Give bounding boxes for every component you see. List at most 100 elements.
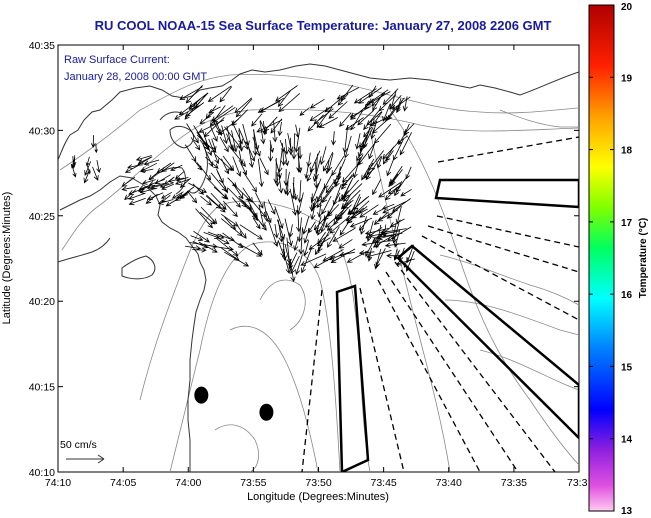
- current-vector: [83, 169, 91, 184]
- current-vector: [396, 99, 403, 114]
- current-vector: [368, 89, 389, 104]
- current-vector: [257, 158, 264, 188]
- current-vector: [184, 144, 197, 163]
- current-vector: [296, 192, 304, 216]
- current-vector: [235, 98, 253, 118]
- x-tick-label: 73:35: [501, 477, 527, 489]
- current-vector: [289, 188, 298, 216]
- current-vector: [140, 162, 157, 172]
- current-vector: [221, 218, 243, 237]
- map-layer: [58, 63, 579, 472]
- y-tick-label: 40:15: [29, 382, 55, 394]
- current-vector: [196, 131, 209, 150]
- y-tick-label: 40:35: [29, 40, 55, 52]
- current-vector: [221, 158, 230, 175]
- current-vector: [405, 166, 412, 180]
- current-vector: [189, 92, 209, 108]
- current-vector: [124, 164, 141, 173]
- current-vector: [161, 191, 173, 199]
- current-vector: [310, 178, 322, 203]
- current-vector: [84, 161, 92, 176]
- current-vector: [198, 241, 218, 253]
- current-vector: [150, 184, 164, 190]
- current-vector: [231, 120, 243, 145]
- current-vector: [331, 155, 345, 177]
- current-vector: [323, 207, 333, 222]
- current-vector: [242, 171, 257, 193]
- current-vector: [372, 92, 384, 111]
- buoy-marker: [194, 386, 209, 404]
- x-axis-label: Longitude (Degrees:Minutes): [247, 491, 389, 503]
- current-vector: [268, 220, 279, 248]
- current-vector: [161, 162, 175, 173]
- y-axis: 40:10 40:15 40:20 40:25 40:30 40:35: [29, 40, 579, 479]
- current-vector: [321, 195, 332, 215]
- current-vector: [227, 177, 238, 188]
- current-vector: [232, 156, 242, 178]
- current-vector: [355, 133, 361, 150]
- current-vector: [298, 227, 304, 255]
- current-vector: [248, 147, 255, 168]
- current-vector: [96, 160, 101, 174]
- current-vector: [363, 167, 376, 179]
- current-vector: [304, 166, 309, 179]
- current-vector: [91, 135, 96, 148]
- current-vector: [154, 174, 171, 185]
- current-vector: [212, 120, 221, 135]
- current-vector: [317, 231, 326, 245]
- current-vector: [210, 192, 227, 210]
- current-vector: [216, 238, 239, 257]
- current-vector: [391, 96, 411, 110]
- x-tick-label: 74:10: [45, 477, 71, 489]
- current-vector: [179, 86, 203, 100]
- x-axis: 74:10 74:05 74:00 73:55 73:50 73:45 73:40 73:35…: [45, 45, 588, 489]
- current-vector: [303, 228, 310, 244]
- y-axis-label: Latitude (Degrees:Minutes): [1, 192, 13, 325]
- current-vector: [178, 186, 195, 199]
- buoy-marker: [259, 403, 274, 421]
- current-vector: [340, 84, 354, 102]
- current-vector: [337, 93, 349, 106]
- current-vector: [350, 110, 364, 131]
- current-vector: [306, 168, 314, 182]
- current-vector: [222, 200, 238, 218]
- current-vector: [277, 121, 283, 137]
- current-vector: [382, 201, 406, 214]
- colorbar-tick-label: 20: [621, 2, 633, 13]
- current-vector: [368, 141, 376, 160]
- current-vector: [269, 140, 275, 153]
- current-vector: [174, 107, 195, 120]
- current-vector: [200, 195, 212, 206]
- current-vector: [352, 196, 362, 216]
- current-vector: [334, 173, 342, 188]
- current-vector: [387, 184, 402, 195]
- current-vector: [342, 125, 349, 154]
- y-tick-label: 40:25: [29, 211, 55, 223]
- current-vector: [297, 180, 303, 203]
- current-vector: [141, 179, 156, 185]
- current-vector: [378, 182, 401, 198]
- current-vector: [161, 194, 171, 203]
- y-tick-label: 40:10: [29, 467, 55, 479]
- current-vector: [365, 156, 382, 181]
- current-vector: [365, 237, 376, 257]
- current-vector: [234, 97, 252, 114]
- current-vector: [346, 250, 369, 263]
- current-vector: [170, 164, 183, 171]
- current-vector: [259, 121, 266, 145]
- survey-lines: [301, 136, 579, 472]
- scale-label: 50 cm/s: [60, 439, 97, 451]
- current-vector: [374, 248, 382, 270]
- x-tick-label: 73:40: [436, 477, 462, 489]
- annotation-line-2: January 28, 2008 00:00 GMT: [64, 71, 207, 83]
- current-vector: [259, 157, 269, 176]
- current-vector: [205, 195, 222, 209]
- current-vector: [282, 248, 291, 275]
- x-tick-label: 73:3: [567, 477, 588, 489]
- current-vector: [231, 130, 238, 153]
- current-vector: [309, 106, 330, 122]
- current-vector: [342, 180, 352, 201]
- current-vector: [278, 92, 301, 113]
- colorbar-tick-label: 15: [621, 362, 633, 373]
- x-tick-label: 74:00: [175, 477, 201, 489]
